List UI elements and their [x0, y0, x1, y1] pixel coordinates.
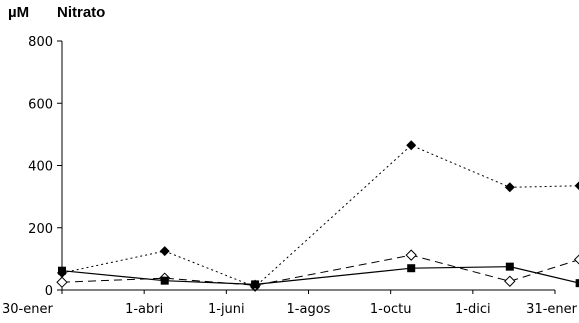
- data-point-filled-diamond: [504, 182, 515, 193]
- y-tick-label: 800: [28, 35, 53, 50]
- data-point-square: [505, 262, 514, 271]
- data-point-square: [575, 279, 579, 288]
- x-tick-label: 1-octu: [370, 302, 412, 317]
- data-point-square: [251, 280, 260, 289]
- data-point-square: [58, 266, 66, 275]
- data-point-open-diamond: [504, 275, 516, 287]
- series-layer: [56, 140, 579, 292]
- data-point-open-diamond: [405, 249, 417, 261]
- data-point-filled-diamond: [159, 246, 170, 257]
- series-filled-diamond: [57, 140, 579, 292]
- data-point-filled-diamond: [574, 181, 579, 191]
- series-filled-square: [58, 262, 579, 289]
- unit-label: µM: [8, 4, 29, 21]
- data-point-open-diamond: [56, 276, 68, 288]
- axes: 0 200 400 600 800 30-ener 1-abri 1-juni 1-agos 1-…: [2, 35, 578, 317]
- y-tick-label: 600: [28, 97, 53, 112]
- data-point-square: [407, 264, 416, 273]
- x-tick-label: 1-agos: [287, 302, 331, 317]
- y-tick-label: 400: [28, 160, 53, 175]
- series-line-filled-square: [61, 266, 579, 285]
- series-open-diamond: [56, 249, 579, 292]
- x-tick-label: 30-ener: [2, 302, 53, 317]
- x-tick-label: 1-abri: [125, 302, 163, 317]
- x-tick-label: 31-ener: [526, 302, 577, 317]
- series-line-filled-diamond: [61, 144, 579, 288]
- data-point-filled-diamond: [406, 140, 417, 151]
- y-tick-label: 200: [28, 222, 53, 237]
- x-tick-label: 1-dici: [455, 302, 491, 317]
- chart-title: Nitrato: [57, 4, 105, 21]
- data-point-square: [160, 276, 169, 285]
- y-tick-label: 0: [45, 284, 53, 299]
- x-tick-label: 1-juni: [208, 302, 245, 317]
- data-point-open-diamond: [573, 254, 579, 265]
- series-line-open-diamond: [61, 254, 579, 286]
